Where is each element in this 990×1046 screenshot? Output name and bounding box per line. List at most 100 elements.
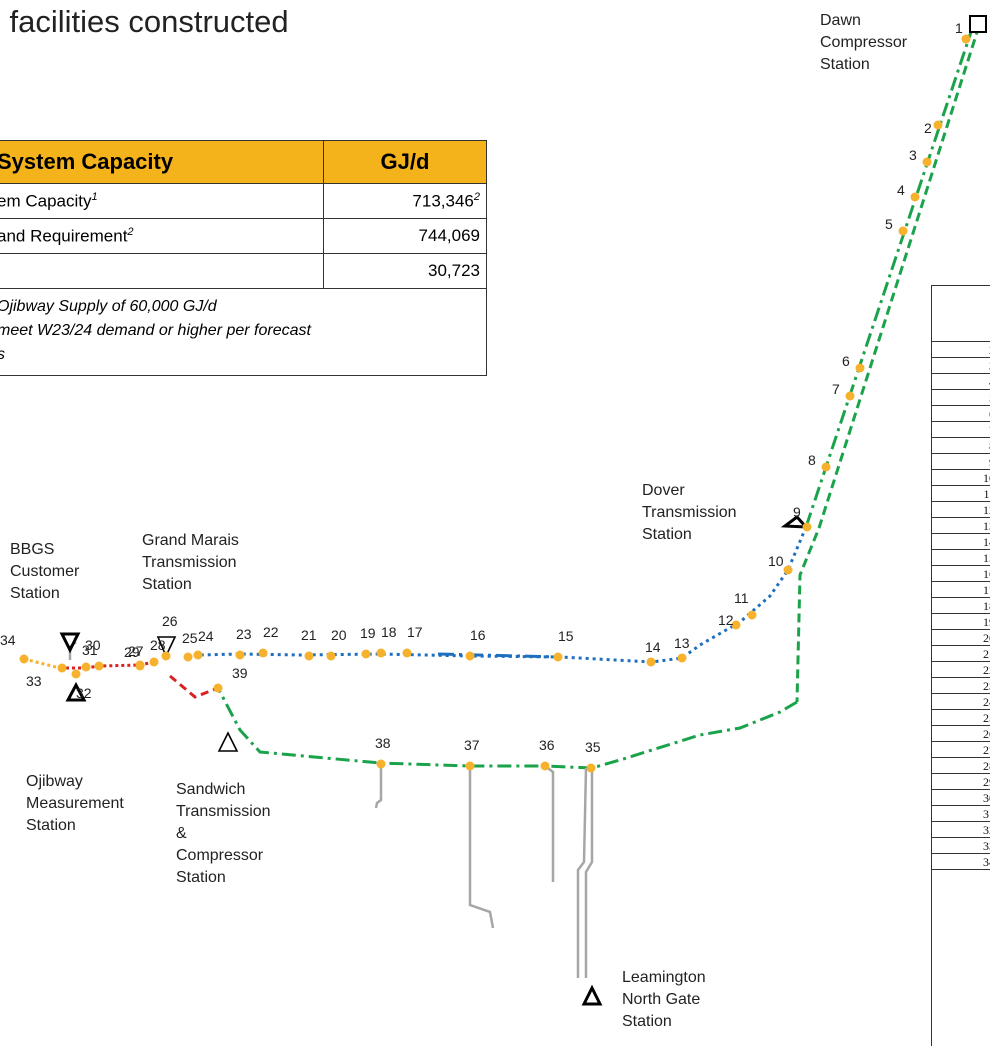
index-row: 12 (932, 502, 990, 518)
node-index-list: 1234567891011121314151617181920212223242… (931, 285, 990, 1046)
node-9 (802, 522, 812, 532)
grand-marais-station-label: Grand Marais Transmission Station (142, 532, 239, 593)
node-label: 10 (768, 553, 784, 569)
index-row: 10 (932, 470, 990, 486)
node-label: 14 (645, 639, 661, 655)
node-label: 4 (897, 182, 905, 198)
row-label (0, 253, 324, 289)
index-row: 30 (932, 790, 990, 806)
system-capacity-table: System Capacity GJ/d em Capacity1 713,34… (0, 140, 487, 376)
dawn-green-dashdot (804, 25, 975, 528)
gray-36 (544, 765, 555, 882)
node-24 (193, 650, 203, 660)
index-row: 8 (932, 438, 990, 454)
node-label: 2 (924, 120, 932, 136)
node-label: 20 (331, 627, 347, 643)
index-row: 7 (932, 422, 990, 438)
index-row: 1 (932, 326, 990, 342)
node-28 (149, 657, 159, 667)
mid-blue-dashdot (437, 652, 561, 659)
dawn-compressor-icon (969, 15, 987, 33)
node-7 (845, 391, 855, 401)
row-label: em Capacity1 (0, 183, 324, 219)
node-4 (910, 192, 920, 202)
node-23 (235, 650, 245, 660)
table-header-label: System Capacity (0, 140, 324, 184)
node-11 (747, 610, 757, 620)
index-row: 25 (932, 710, 990, 726)
node-19 (361, 649, 371, 659)
sandwich-station-icon (217, 731, 239, 752)
index-row: 15 (932, 550, 990, 566)
ojibway-yellow (23, 657, 61, 670)
dover-station-label: Dover Transmission Station (642, 482, 737, 543)
node-29 (135, 660, 145, 670)
node-label: 35 (585, 739, 601, 755)
node-label: 39 (232, 665, 248, 681)
node-label: 5 (885, 216, 893, 232)
leamington-station-icon (581, 984, 603, 1006)
node-label: 33 (26, 673, 42, 689)
node-14 (646, 657, 656, 667)
node-38 (376, 759, 386, 769)
index-row: 2 (932, 342, 990, 358)
node-33 (57, 663, 67, 673)
node-30 (94, 661, 104, 671)
node-label: 24 (198, 628, 214, 644)
node-label: 19 (360, 625, 376, 641)
index-row: 18 (932, 598, 990, 614)
node-37 (465, 761, 475, 771)
node-label: 36 (539, 737, 555, 753)
table-note: Ojibway Supply of 60,000 GJ/d meet W23/2… (0, 288, 487, 376)
node-label: 23 (236, 626, 252, 642)
leamington-station-label: Leamington North Gate Station (622, 969, 706, 1030)
node-36 (540, 761, 550, 771)
node-label: 12 (718, 612, 734, 628)
dover-blue-line (187, 526, 808, 664)
index-row: 34 (932, 854, 990, 870)
node-label: 6 (842, 353, 850, 369)
index-row: 4 (932, 374, 990, 390)
node-label: 3 (909, 147, 917, 163)
index-row: 23 (932, 678, 990, 694)
node-label: 27 (128, 643, 144, 659)
page-title: l facilities constructed (0, 4, 289, 39)
node-label: 17 (407, 624, 423, 640)
index-row: 17 (932, 582, 990, 598)
index-row: 5 (932, 390, 990, 406)
index-row: 21 (932, 646, 990, 662)
row-label: and Requirement2 (0, 218, 324, 254)
node-25 (183, 652, 193, 662)
south-green-line (216, 687, 798, 770)
index-row: 32 (932, 822, 990, 838)
node-35 (586, 763, 596, 773)
node-label: 7 (832, 381, 840, 397)
node-label: 15 (558, 628, 574, 644)
gray-37 (468, 766, 495, 929)
node-10 (783, 565, 793, 575)
index-row: 24 (932, 694, 990, 710)
node-15 (553, 652, 563, 662)
index-row: 31 (932, 806, 990, 822)
node-label: 8 (808, 452, 816, 468)
dawn-station-label: Dawn Compressor Station (820, 12, 908, 73)
grand-marais-station-icon (156, 636, 177, 658)
node-label: 9 (793, 504, 801, 520)
row-value: 30,723 (323, 253, 487, 289)
node-label: 21 (301, 627, 317, 643)
index-row: 16 (932, 566, 990, 582)
node-label: 18 (381, 624, 397, 640)
node-label: 11 (734, 590, 749, 606)
sandwich-station-label: Sandwich Transmission & Compressor Station (176, 781, 271, 886)
node-label: 22 (263, 624, 279, 640)
grand-marais-red (84, 660, 155, 670)
table-header-row: System Capacity GJ/d (0, 140, 487, 184)
index-row: 28 (932, 758, 990, 774)
gray-38 (374, 766, 383, 809)
node-2 (933, 120, 943, 130)
index-row: 14 (932, 534, 990, 550)
node-1 (961, 34, 971, 44)
row-value: 744,069 (323, 218, 487, 254)
node-label: 31 (82, 642, 98, 658)
